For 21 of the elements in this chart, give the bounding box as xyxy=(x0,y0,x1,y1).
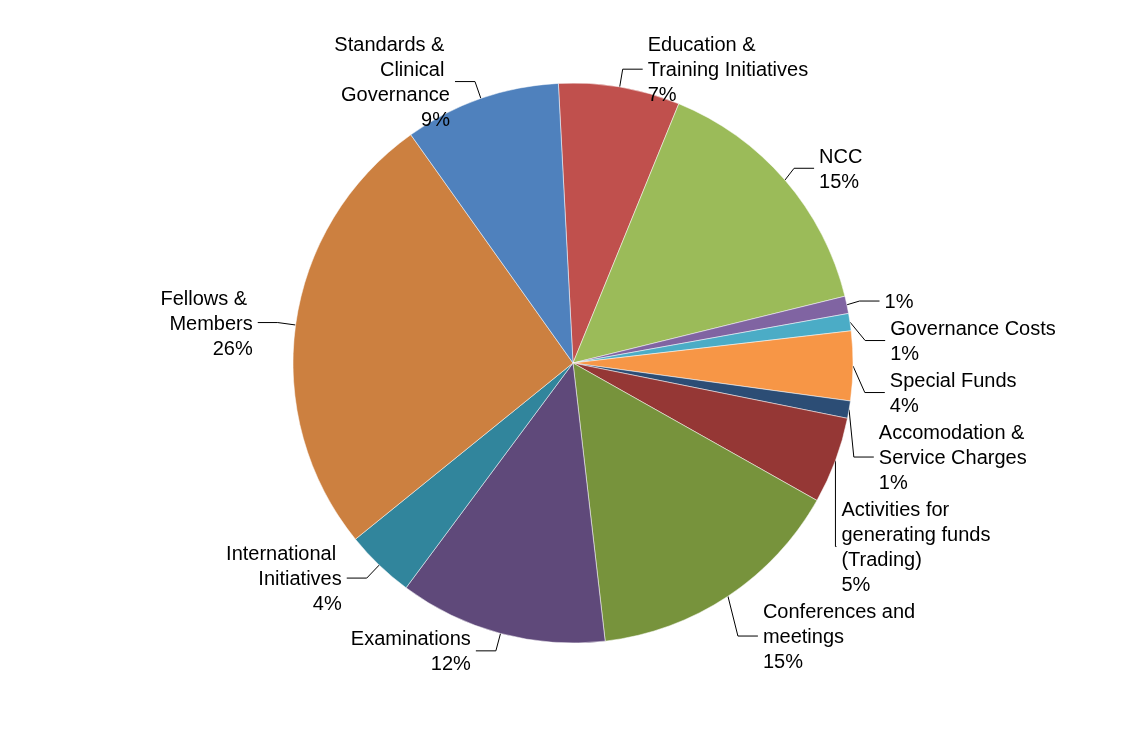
data-label: 15% xyxy=(762,650,804,673)
slice-label: Education & Training Initiatives xyxy=(647,33,809,81)
data-label: 4% xyxy=(889,394,919,417)
data-label: 26% xyxy=(212,336,253,359)
data-label: 12% xyxy=(430,652,472,675)
data-label: 1% xyxy=(890,342,920,365)
data-label: 15% xyxy=(819,169,860,192)
slice-label: Governance Costs xyxy=(890,317,1056,340)
slice-label: Fellows & Members xyxy=(160,286,253,334)
slice-label: Activities for generating funds (Trading) xyxy=(841,498,996,571)
data-label: 5% xyxy=(841,573,871,596)
data-label: 1% xyxy=(884,290,914,313)
slice-label: Special Funds xyxy=(889,369,1017,392)
slice-label: NCC xyxy=(819,144,863,167)
slice-label: Accomodation & Service Charges xyxy=(878,421,1031,469)
slice-label: Standards & Clinical Governance xyxy=(334,33,450,106)
slice-label: Examinations xyxy=(350,627,471,650)
data-label: 1% xyxy=(878,471,908,494)
data-label: 4% xyxy=(312,592,342,615)
slice-label: Conferences and meetings xyxy=(762,600,921,648)
slice-label: International Initiatives xyxy=(226,542,342,590)
